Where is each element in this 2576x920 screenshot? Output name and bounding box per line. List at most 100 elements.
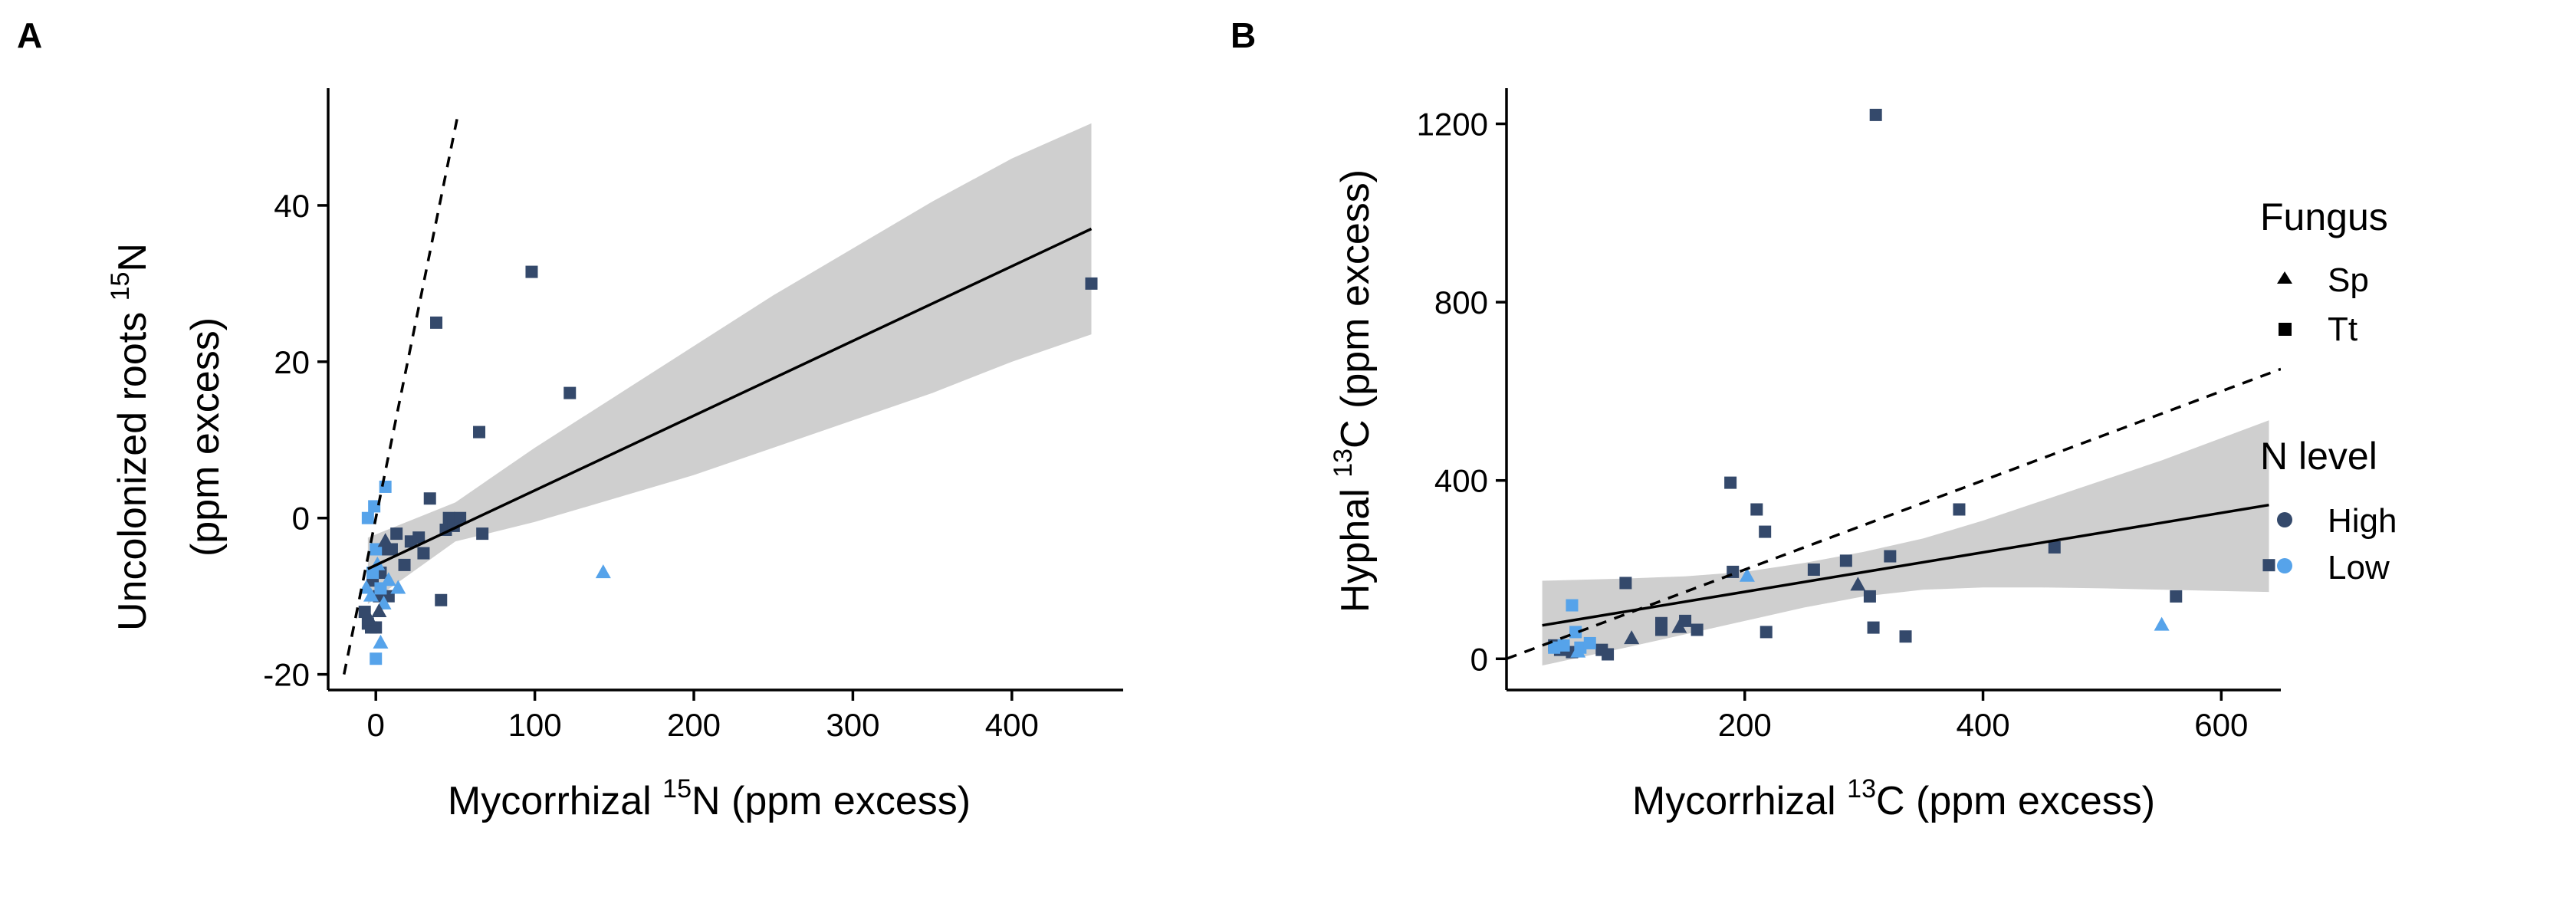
panel-a-point-37 bbox=[373, 634, 389, 649]
panel-b-point-13 bbox=[1759, 525, 1772, 538]
panel-a-y-axis-label: Uncolonized roots 15N bbox=[106, 243, 155, 631]
panel-a-x-label-part2: N (ppm excess) bbox=[692, 779, 971, 823]
panel-a-axes: 0 100 200 300 400 -20 0 20 40 bbox=[263, 88, 1123, 743]
panel-b-y-tick-label-3: 1200 bbox=[1417, 107, 1488, 143]
panel-b-point-24 bbox=[2170, 590, 2183, 603]
panel-label-a: A bbox=[17, 15, 42, 55]
panel-a-point-44 bbox=[377, 533, 393, 547]
panel-b-point-12 bbox=[1750, 503, 1763, 516]
panel-b-confidence-band bbox=[1542, 420, 2269, 666]
panel-a-point-10 bbox=[390, 527, 403, 540]
panel-b-identity-line bbox=[1506, 367, 2281, 660]
panel-a-y-tick-label-0: -20 bbox=[263, 657, 310, 693]
panel-label-b: B bbox=[1230, 15, 1256, 55]
panel-b-point-32 bbox=[1624, 630, 1640, 645]
panel-a-point-16 bbox=[430, 316, 443, 329]
panel-b-point-21 bbox=[1899, 630, 1912, 643]
panel-a-y-tick-label-2: 20 bbox=[274, 344, 310, 380]
panel-a-point-39 bbox=[380, 572, 396, 586]
panel-b-y-tick-label-2: 800 bbox=[1434, 284, 1488, 320]
panel-b-y-tick-label-0: 0 bbox=[1470, 641, 1488, 677]
panel-b-x-tick-label-2: 600 bbox=[2194, 707, 2248, 743]
panel-a-point-28 bbox=[368, 500, 381, 513]
panel-a-point-35 bbox=[363, 587, 379, 602]
panel-a-point-14 bbox=[417, 547, 430, 560]
panel-b-point-36 bbox=[1739, 567, 1755, 582]
panel-a-point-23 bbox=[476, 527, 489, 540]
panel-b-point-31 bbox=[1583, 636, 1596, 649]
panel-b-y-tick-label-1: 400 bbox=[1434, 463, 1488, 499]
panel-a-point-24 bbox=[525, 265, 538, 278]
panel-a-point-11 bbox=[398, 558, 411, 571]
panel-a-point-13 bbox=[412, 531, 426, 544]
panel-a-y-tick-label-1: 0 bbox=[292, 501, 310, 537]
panel-a-point-15 bbox=[423, 492, 436, 505]
panel-b-lines bbox=[1506, 367, 2281, 660]
panel-a-point-42 bbox=[361, 611, 377, 626]
panel-a-point-25 bbox=[564, 386, 577, 399]
legend-nlevel-low-label: Low bbox=[2328, 549, 2390, 586]
panel-b-point-14 bbox=[1760, 626, 1773, 639]
panel-b-point-26 bbox=[1548, 641, 1561, 654]
panel-b-x-tick-label-0: 200 bbox=[1718, 707, 1772, 743]
panel-b-point-22 bbox=[1953, 503, 1966, 516]
panel-b-x-label-part1: Mycorrhizal bbox=[1632, 779, 1847, 823]
panel-b-point-37 bbox=[2154, 616, 2170, 631]
legend-high-dot-icon bbox=[2277, 512, 2292, 527]
panel-b-point-27 bbox=[1557, 639, 1570, 652]
panel-a-x-tick-label-2: 200 bbox=[667, 707, 721, 743]
panel-a-point-17 bbox=[435, 593, 448, 606]
panel-a-point-27 bbox=[361, 511, 374, 524]
panel-b-point-28 bbox=[1566, 599, 1579, 612]
panel-b-y-label-part1: Hyphal bbox=[1333, 478, 1378, 613]
panel-a-point-21 bbox=[454, 511, 467, 524]
panel-a-x-tick-label-1: 100 bbox=[508, 707, 562, 743]
panel-a-point-43 bbox=[371, 603, 387, 618]
panel-b-x-label-sup: 13 bbox=[1847, 774, 1876, 803]
legend: Fungus Sp Tt N level High Low bbox=[2260, 196, 2397, 586]
panel-a-point-31 bbox=[370, 652, 383, 665]
panel-a-point-26 bbox=[1085, 277, 1098, 290]
panel-b-x-tick-label-1: 400 bbox=[1956, 707, 2009, 743]
legend-nlevel-high-label: High bbox=[2328, 502, 2397, 540]
panel-b-point-18 bbox=[1867, 621, 1880, 634]
panel-b-point-35 bbox=[1570, 643, 1586, 658]
panel-b-fit-line bbox=[1542, 503, 2269, 627]
panel-b-x-axis-label: Mycorrhizal 13C (ppm excess) bbox=[1632, 774, 2155, 823]
panel-a-x-label-part1: Mycorrhizal bbox=[448, 779, 662, 823]
legend-fungus-sp-label: Sp bbox=[2328, 261, 2369, 299]
panel-b-point-34 bbox=[1850, 577, 1866, 591]
panel-b-point-4 bbox=[1602, 648, 1615, 661]
legend-fungus-title: Fungus bbox=[2260, 196, 2388, 238]
legend-triangle-icon bbox=[2277, 271, 2292, 284]
panel-b-y-axis-label: Hyphal 13C (ppm excess) bbox=[1329, 169, 1378, 613]
panel-a-point-40 bbox=[390, 580, 406, 594]
panel-b-axes: 200 400 600 0 400 800 1200 bbox=[1417, 88, 2281, 743]
panel-a-point-22 bbox=[473, 426, 486, 439]
panel-a-lines bbox=[343, 111, 1092, 675]
panel-b-band-area bbox=[1542, 420, 2269, 666]
panel-a-point-29 bbox=[379, 480, 392, 493]
panel-a-x-label-sup: 15 bbox=[662, 774, 692, 803]
panel-a-x-axis-label: Mycorrhizal 15N (ppm excess) bbox=[448, 774, 971, 823]
legend-nlevel-title: N level bbox=[2260, 435, 2377, 478]
legend-low-dot-icon bbox=[2277, 558, 2292, 573]
panel-a-y-label-part1: Uncolonized roots bbox=[110, 301, 155, 631]
panel-b-y-label-sup: 13 bbox=[1329, 449, 1358, 478]
panel-b-point-8 bbox=[1679, 614, 1692, 627]
panel-b-x-label-part2: C (ppm excess) bbox=[1876, 779, 2155, 823]
panel-b-point-15 bbox=[1807, 564, 1820, 576]
panel-b-point-5 bbox=[1619, 577, 1632, 590]
panel-a-y-label-part2: N bbox=[110, 243, 155, 272]
panel-b-points bbox=[1548, 108, 2275, 661]
panel-a-fit-line bbox=[367, 227, 1092, 570]
panel-b-point-29 bbox=[1569, 626, 1582, 639]
panel-a-y-label-sup: 15 bbox=[106, 272, 135, 301]
panel-b-point-23 bbox=[2048, 540, 2061, 554]
panel-b-point-19 bbox=[1869, 108, 1882, 121]
panel-a-point-41 bbox=[595, 564, 611, 579]
panel-a-x-tick-label-4: 400 bbox=[985, 707, 1039, 743]
panel-a-y-tick-label-3: 40 bbox=[274, 188, 310, 224]
panel-b-point-33 bbox=[1671, 619, 1687, 633]
